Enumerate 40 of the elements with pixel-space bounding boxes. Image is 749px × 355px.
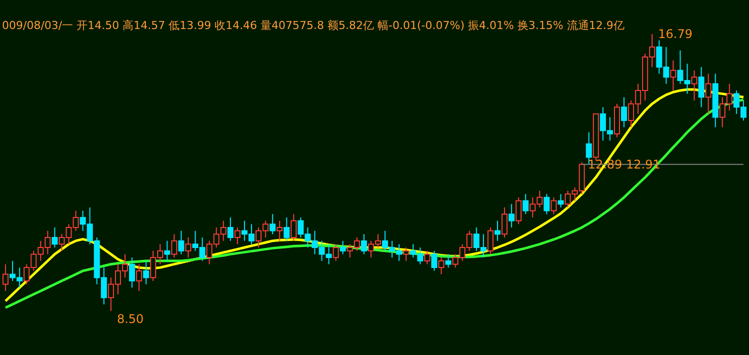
candlestick: [558, 194, 564, 208]
candlestick: [270, 214, 276, 235]
annotation: 16.79: [658, 27, 692, 41]
candlestick: [227, 216, 234, 242]
candlestick: [340, 240, 346, 255]
candlestick: [360, 234, 367, 255]
candlestick: [424, 250, 430, 265]
candlestick: [2, 264, 9, 292]
candlestick: [403, 247, 410, 262]
candlestick: [164, 240, 170, 262]
candlestick: [136, 264, 142, 292]
candlestick: [276, 220, 283, 242]
candlestick: [502, 206, 508, 238]
candlestick: [691, 70, 698, 101]
candlestick: [171, 234, 178, 258]
candlestick: [621, 96, 628, 128]
candlestick: [445, 254, 452, 268]
candlestick: [290, 214, 297, 242]
candlestick: [52, 226, 58, 248]
candlestick: [544, 194, 550, 215]
candlestick: [550, 196, 557, 215]
candlestick: [234, 226, 240, 245]
candlestick: [185, 236, 192, 258]
candlestick: [698, 66, 704, 108]
candlestick: [284, 216, 290, 242]
candlestick: [522, 194, 529, 215]
candlestick: [332, 244, 339, 262]
candlestick: [487, 226, 494, 255]
candlestick: [438, 257, 444, 275]
text: 009/08/03/一 开14.50 高14.57 低13.99 收14.46 量407575.8 额5.82亿 幅-0.01(-0.07%) 振4.01% 换3.15% 流通12.9亿: [2, 19, 624, 32]
text: 8.50: [116, 312, 144, 326]
candlestick: [494, 220, 500, 242]
candlestick: [508, 204, 515, 228]
candlestick: [129, 257, 136, 288]
candlestick: [670, 60, 676, 91]
candlestick: [431, 250, 438, 272]
candlestick: [705, 73, 712, 114]
candlestick: [516, 196, 522, 225]
candlestick: [143, 260, 150, 285]
candlestick: [178, 230, 184, 255]
